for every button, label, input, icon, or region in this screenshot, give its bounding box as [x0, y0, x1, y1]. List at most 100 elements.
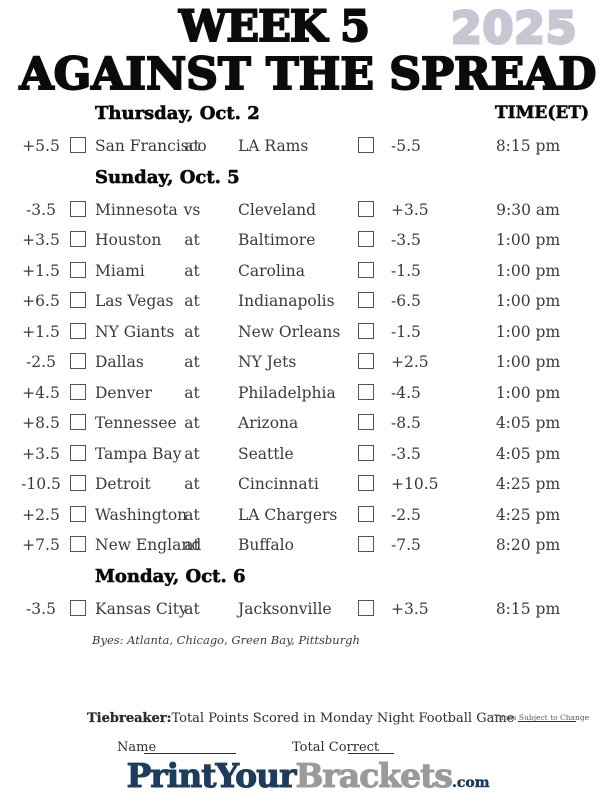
home-pick-checkbox[interactable]	[358, 536, 374, 552]
away-spread: -3.5	[26, 200, 56, 219]
away-pick-checkbox[interactable]	[70, 599, 86, 616]
footer: Tiebreaker:Total Points Scored in Monday…	[0, 702, 616, 797]
game-time: 4:25 pm	[495, 505, 561, 524]
home-team: New Orleans	[238, 322, 341, 341]
game-time: 9:30 am	[496, 200, 560, 219]
date-header: Monday, Oct. 6	[95, 565, 246, 587]
home-team: Philadelphia	[238, 383, 336, 402]
game-time: 1:00 pm	[495, 261, 561, 280]
home-spread: +3.5	[391, 599, 429, 618]
away-spread: +5.5	[22, 137, 60, 155]
away-spread: +6.5	[22, 292, 60, 310]
game-row: -10.5 Detroit at Cincinnati +10.5 4:25 p…	[0, 471, 616, 502]
away-pick-checkbox[interactable]	[70, 137, 86, 153]
home-pick-checkbox[interactable]	[358, 200, 374, 217]
byes-row: Byes: Atlanta, Chicago, Green Bay, Pitts…	[0, 626, 616, 652]
away-spread: +3.5	[22, 231, 60, 249]
matchup-conjunction: vs	[183, 200, 201, 219]
home-spread: -3.5	[391, 231, 421, 249]
home-pick-checkbox[interactable]	[358, 231, 374, 247]
away-pick-checkbox[interactable]	[70, 261, 86, 278]
game-row: +1.5 NY Giants at New Orleans -1.5 1:00 …	[0, 319, 616, 350]
away-spread: -10.5	[21, 475, 61, 493]
away-spread: -2.5	[26, 353, 56, 371]
date-header: Thursday, Oct. 2	[95, 103, 260, 125]
game-time: 8:15 pm	[495, 137, 561, 155]
game-time: 1:00 pm	[495, 322, 561, 341]
home-team: Cincinnati	[238, 475, 319, 493]
home-spread: -3.5	[391, 444, 421, 463]
away-pick-checkbox[interactable]	[70, 200, 86, 217]
section-header-row: Sunday, Oct. 5	[0, 164, 616, 197]
away-spread: +1.5	[22, 261, 60, 280]
home-spread: -1.5	[391, 322, 421, 341]
away-pick-checkbox[interactable]	[70, 292, 86, 308]
home-pick-checkbox[interactable]	[358, 599, 374, 616]
matchup-conjunction: at	[184, 261, 200, 280]
home-team: Jacksonville	[238, 599, 332, 618]
tiebreaker-label: Tiebreaker:	[87, 711, 172, 726]
home-team: Buffalo	[238, 536, 294, 554]
away-pick-checkbox[interactable]	[70, 322, 86, 339]
game-row: +3.5 Tampa Bay at Seattle -3.5 4:05 pm	[0, 441, 616, 472]
matchup-conjunction: at	[184, 599, 200, 618]
away-team: NY Giants	[95, 322, 175, 341]
home-pick-checkbox[interactable]	[358, 444, 374, 461]
away-pick-checkbox[interactable]	[70, 383, 86, 400]
home-pick-checkbox[interactable]	[358, 383, 374, 400]
game-time: 8:20 pm	[495, 536, 561, 554]
matchup-conjunction: at	[184, 505, 200, 524]
away-pick-checkbox[interactable]	[70, 505, 86, 522]
away-team: Kansas City	[95, 599, 188, 618]
home-team: Indianapolis	[238, 292, 335, 310]
away-pick-checkbox[interactable]	[70, 414, 86, 430]
game-row: -2.5 Dallas at NY Jets +2.5 1:00 pm	[0, 349, 616, 380]
home-team: LA Chargers	[238, 505, 338, 524]
home-spread: -2.5	[391, 505, 421, 524]
away-team: Washington	[95, 505, 188, 524]
home-pick-checkbox[interactable]	[358, 137, 374, 153]
home-pick-checkbox[interactable]	[358, 292, 374, 308]
away-pick-checkbox[interactable]	[70, 475, 86, 491]
away-team: Miami	[95, 261, 145, 280]
away-pick-checkbox[interactable]	[70, 231, 86, 247]
away-team: Dallas	[95, 353, 144, 371]
home-spread: -4.5	[391, 383, 421, 402]
home-pick-checkbox[interactable]	[358, 261, 374, 278]
home-team: Cleveland	[238, 200, 317, 219]
game-row: +7.5 New England at Buffalo -7.5 8:20 pm	[0, 532, 616, 563]
game-time: 1:00 pm	[495, 383, 561, 402]
total-correct-blank[interactable]	[348, 742, 394, 754]
matchup-conjunction: at	[184, 292, 200, 310]
home-pick-checkbox[interactable]	[358, 475, 374, 491]
matchup-conjunction: at	[184, 322, 200, 341]
home-pick-checkbox[interactable]	[358, 414, 374, 430]
home-pick-checkbox[interactable]	[358, 322, 374, 339]
away-pick-checkbox[interactable]	[70, 353, 86, 369]
home-pick-checkbox[interactable]	[358, 353, 374, 369]
game-time: 4:05 pm	[495, 414, 561, 432]
game-time: 1:00 pm	[495, 292, 561, 310]
printyourbrackets-logo: PrintYourBrackets.com	[0, 756, 616, 796]
tiebreaker-line: Tiebreaker:Total Points Scored in Monday…	[87, 710, 577, 726]
home-spread: -7.5	[391, 536, 421, 554]
away-team: Denver	[95, 383, 152, 402]
home-spread: +3.5	[391, 200, 429, 219]
home-pick-checkbox[interactable]	[358, 505, 374, 522]
game-time: 4:25 pm	[495, 475, 561, 493]
game-row: -3.5 Kansas City at Jacksonville +3.5 8:…	[0, 596, 616, 627]
logo-print-your: PrintYour	[126, 756, 297, 796]
away-pick-checkbox[interactable]	[70, 444, 86, 461]
game-time: 8:15 pm	[495, 599, 561, 618]
away-team: New England	[95, 536, 202, 554]
section-header-row: Monday, Oct. 6	[0, 563, 616, 596]
page-title-week: WEEK 5	[178, 1, 371, 53]
away-team: Houston	[95, 231, 162, 249]
away-pick-checkbox[interactable]	[70, 536, 86, 552]
tiebreaker-blank[interactable]	[518, 710, 577, 722]
name-blank[interactable]	[144, 742, 236, 754]
home-team: Carolina	[238, 261, 305, 280]
away-spread: +3.5	[22, 444, 60, 463]
away-spread: +1.5	[22, 322, 60, 341]
away-spread: +8.5	[22, 414, 60, 432]
